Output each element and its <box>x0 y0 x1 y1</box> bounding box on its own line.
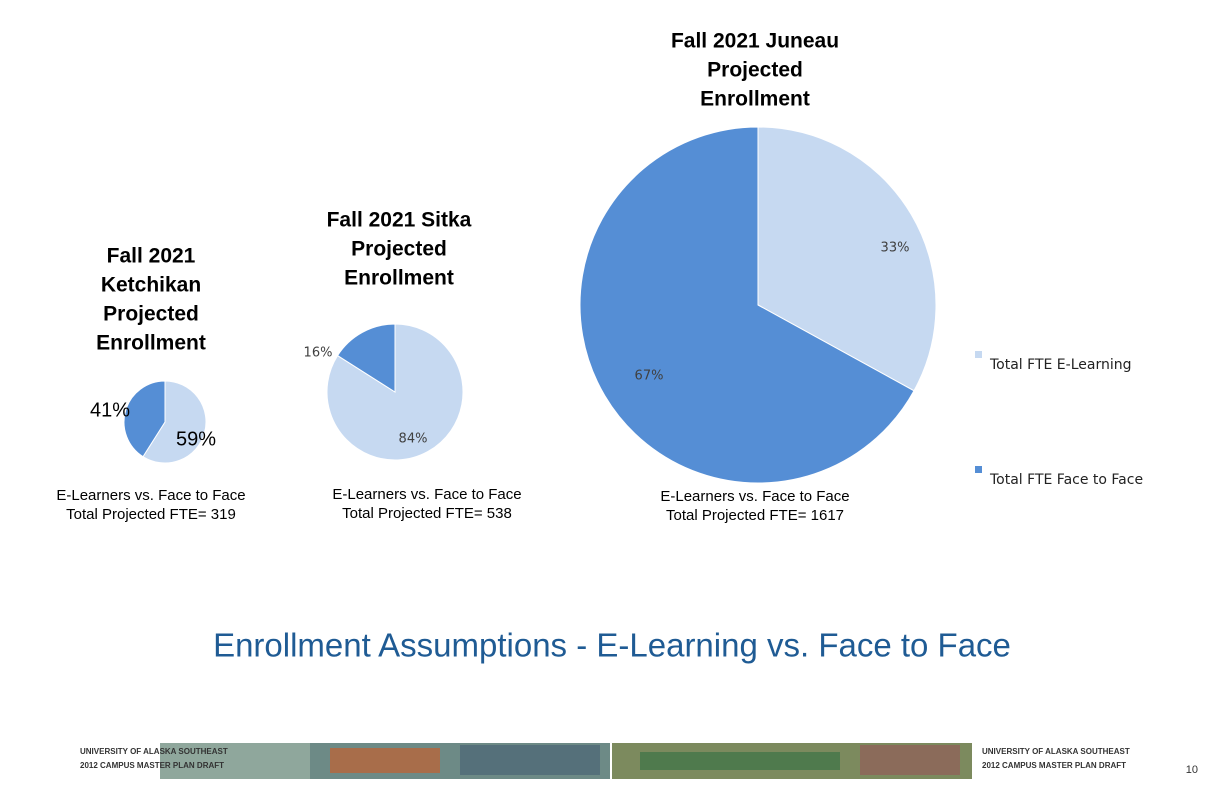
chart-title: Enrollment <box>700 88 810 111</box>
value-label: 33% <box>881 241 910 256</box>
chart-title: Fall 2021 Sitka <box>327 209 472 232</box>
chart-title: Fall 2021 Juneau <box>671 30 839 53</box>
chart-subtitle: Total Projected FTE= 319 <box>66 506 236 523</box>
value-label: 84% <box>399 432 428 447</box>
chart-title: Projected <box>103 303 199 326</box>
pie-slice <box>142 380 207 464</box>
value-label: 41% <box>90 399 130 421</box>
legend-label: Total FTE E-Learning <box>989 357 1131 373</box>
footer-text: 2012 CAMPUS MASTER PLAN DRAFT <box>982 761 1126 770</box>
legend-label: Total FTE Face to Face <box>989 472 1143 488</box>
page-number: 10 <box>1186 764 1198 776</box>
chart-title: Enrollment <box>344 267 454 290</box>
pie-slice <box>757 126 937 392</box>
legend-swatch <box>975 466 982 473</box>
footer-text: 2012 CAMPUS MASTER PLAN DRAFT <box>80 761 224 770</box>
chart-title: Projected <box>707 59 803 82</box>
chart-subtitle: E-Learners vs. Face to Face <box>660 488 849 505</box>
pie-slice <box>579 126 915 484</box>
chart-title: Fall 2021 <box>107 245 196 268</box>
value-label: 16% <box>304 346 333 361</box>
footer-text: UNIVERSITY OF ALASKA SOUTHEAST <box>80 747 228 756</box>
pie-slice <box>336 323 396 393</box>
value-label: 59% <box>176 428 216 450</box>
chart-subtitle: E-Learners vs. Face to Face <box>332 486 521 503</box>
pie-slice <box>123 380 166 458</box>
chart-title: Projected <box>351 238 447 261</box>
slide-title: Enrollment Assumptions - E-Learning vs. … <box>213 627 1011 664</box>
chart-subtitle: Total Projected FTE= 538 <box>342 505 512 522</box>
value-label: 67% <box>635 369 664 384</box>
chart-subtitle: Total Projected FTE= 1617 <box>666 507 844 524</box>
chart-title: Enrollment <box>96 332 206 355</box>
legend-swatch <box>975 351 982 358</box>
chart-title: Ketchikan <box>101 274 201 297</box>
chart-subtitle: E-Learners vs. Face to Face <box>56 487 245 504</box>
footer-strip <box>160 743 972 779</box>
footer-text: UNIVERSITY OF ALASKA SOUTHEAST <box>982 747 1130 756</box>
